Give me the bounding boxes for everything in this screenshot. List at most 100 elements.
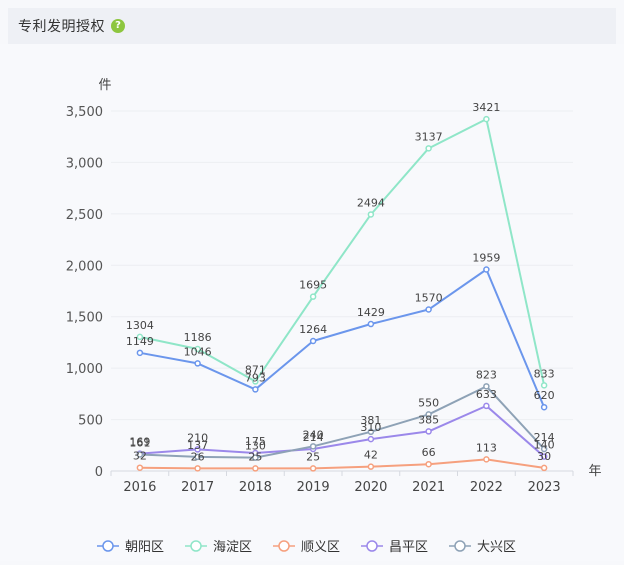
series-line-4 [139,404,545,458]
data-label: 310 [360,421,381,434]
legend-marker-3 [278,540,290,552]
data-point [252,454,259,461]
panel-title: 专利发明授权 [18,19,105,35]
data-label: 871 [245,363,266,376]
data-point [136,451,144,458]
data-label: 240 [303,428,324,441]
data-point [309,443,317,450]
chart-area: 0 500 1,000 1,500 2,000 2,500 3,000 3,500 2016 20… [0,44,624,561]
data-point [483,115,490,123]
y-tick-label: 3,000 [66,156,103,171]
data-point [252,386,259,393]
data-label: 175 [245,435,266,448]
legend-marker-5 [454,540,466,552]
series-line-5 [139,385,545,459]
x-tick-label: 2017 [181,480,214,495]
x-tick-label: 2020 [354,480,387,495]
data-point [194,446,201,453]
data-label: 1149 [126,335,154,348]
data-label: 113 [476,441,497,454]
data-point [194,360,201,367]
x-tick-label: 2023 [528,480,561,495]
data-point [136,349,144,357]
x-tick-label: 2021 [412,480,445,495]
data-point [425,411,432,418]
data-point [425,428,432,435]
data-label: 210 [187,431,208,444]
data-label: 385 [418,413,439,426]
data-label: 1304 [126,319,154,332]
legend-label-2: 海淀区 [213,540,252,555]
series-line-1 [139,268,546,408]
data-point [194,345,201,353]
data-point [483,456,490,463]
data-label: 633 [476,388,497,401]
data-point [136,333,144,341]
data-label: 137 [187,439,208,452]
data-label: 1959 [472,252,500,265]
data-point [136,464,144,471]
data-point [194,465,201,472]
data-point [252,465,259,472]
x-axis-title: 年 [588,464,601,479]
data-point [483,383,490,390]
data-label: 550 [418,396,439,409]
data-label: 169 [129,436,150,449]
data-point [483,402,490,410]
data-label: 66 [422,446,436,459]
data-label: 1264 [299,323,327,336]
data-point [367,428,375,436]
data-label: 214 [303,431,324,444]
data-label: 32 [133,450,147,463]
data-point [309,465,317,472]
x-tick-label: 2019 [297,480,330,495]
data-point [367,435,375,443]
x-tick-label: 2018 [239,480,272,495]
y-tick-label: 500 [78,414,103,429]
data-point [540,445,548,453]
data-point [194,453,201,461]
data-point [540,453,548,460]
data-label: 3421 [472,101,500,114]
data-label: 25 [248,450,262,463]
y-tick-label: 1,500 [66,311,103,326]
data-point [425,145,432,152]
x-tick-label: 2016 [123,480,156,495]
data-point [252,378,259,385]
legend-label-4: 昌平区 [389,540,428,555]
data-label: 1429 [357,306,385,319]
data-label: 793 [245,371,266,384]
data-point [367,463,375,470]
data-label: 381 [360,414,381,427]
data-point [367,211,375,218]
line-chart: 0 500 1,000 1,500 2,000 2,500 3,000 3,500 2016 20… [66,78,602,555]
data-point [483,266,490,273]
y-axis-title: 件 [98,78,111,93]
y-tick-label: 3,500 [66,105,103,120]
data-point [309,337,317,345]
data-point [309,293,317,300]
series-line-2 [139,118,546,386]
legend-marker-4 [366,540,378,552]
data-label: 42 [364,449,378,462]
data-point [425,460,432,468]
legend-marker-2 [190,540,202,552]
data-point [540,464,548,472]
data-label: 620 [534,389,555,402]
y-tick-label: 2,500 [66,208,103,223]
data-label: 214 [534,431,555,444]
panel-header: 专利发明授权 ? [8,8,616,44]
y-tick-label: 0 [95,465,103,480]
help-icon[interactable]: ? [111,19,125,33]
data-point [540,382,548,389]
data-point [540,403,548,411]
data-label: 140 [534,439,555,452]
data-point [425,306,432,313]
legend-marker-1 [102,540,114,552]
data-label: 1186 [184,331,212,344]
x-tick-label: 2022 [470,480,503,495]
data-label: 161 [129,436,150,449]
data-label: 130 [245,440,266,453]
y-tick-label: 1,000 [66,362,103,377]
data-point [367,320,375,328]
